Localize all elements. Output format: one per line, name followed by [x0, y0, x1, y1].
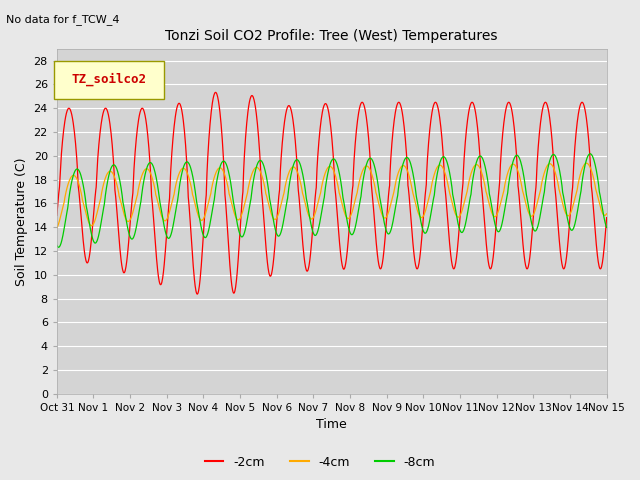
-4cm: [417, 215, 425, 220]
X-axis label: Time: Time: [316, 419, 347, 432]
-2cm: [162, 243, 170, 249]
-8cm: [490, 212, 497, 218]
-8cm: [175, 183, 183, 189]
-2cm: [175, 100, 183, 106]
-2cm: [603, 215, 611, 220]
Title: Tonzi Soil CO2 Profile: Tree (West) Temperatures: Tonzi Soil CO2 Profile: Tree (West) Temp…: [166, 29, 498, 43]
-8cm: [417, 221, 425, 227]
-2cm: [490, 251, 497, 257]
-8cm: [586, 151, 594, 156]
Legend: -2cm, -4cm, -8cm: -2cm, -4cm, -8cm: [200, 451, 440, 474]
-4cm: [53, 225, 61, 231]
-4cm: [603, 211, 611, 216]
-4cm: [162, 217, 170, 223]
Line: -2cm: -2cm: [57, 93, 607, 294]
-4cm: [237, 215, 244, 220]
-8cm: [237, 233, 245, 239]
-2cm: [53, 213, 61, 218]
-2cm: [538, 109, 546, 115]
-8cm: [53, 242, 61, 248]
-4cm: [538, 182, 545, 188]
-4cm: [582, 160, 590, 166]
-4cm: [175, 171, 183, 177]
-2cm: [237, 208, 245, 214]
Text: TZ_soilco2: TZ_soilco2: [72, 73, 147, 86]
-8cm: [538, 204, 545, 210]
-2cm: [418, 236, 426, 241]
Line: -4cm: -4cm: [57, 163, 607, 228]
FancyBboxPatch shape: [54, 61, 164, 99]
-8cm: [603, 225, 611, 230]
-4cm: [489, 212, 497, 218]
-2cm: [193, 291, 201, 297]
Text: No data for f_TCW_4: No data for f_TCW_4: [6, 14, 120, 25]
-8cm: [163, 231, 170, 237]
Y-axis label: Soil Temperature (C): Soil Temperature (C): [15, 157, 28, 286]
-2cm: [212, 90, 220, 96]
-8cm: [55, 244, 63, 250]
Line: -8cm: -8cm: [57, 154, 607, 247]
